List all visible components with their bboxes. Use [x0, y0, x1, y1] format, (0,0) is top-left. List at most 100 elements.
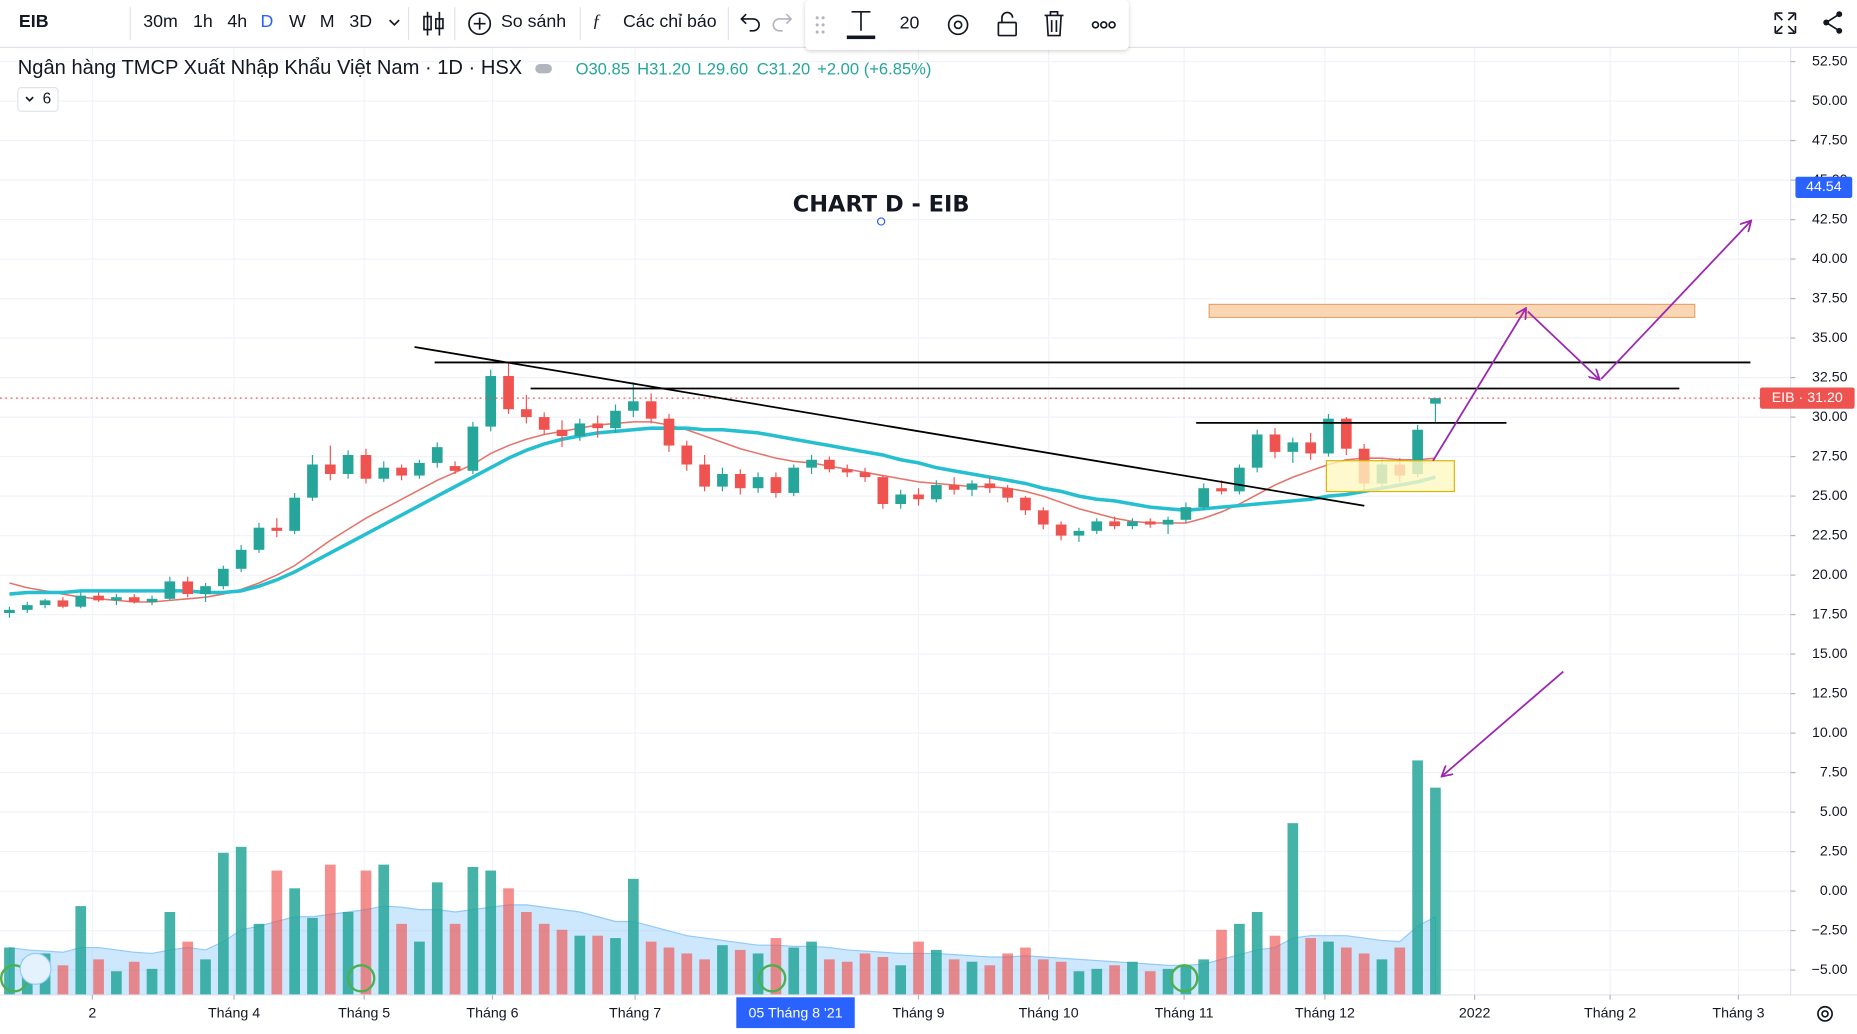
volume-bar: [1323, 941, 1334, 995]
drag-handle[interactable]: [815, 16, 825, 34]
logo-badge[interactable]: [19, 952, 52, 985]
volume-bar: [1162, 968, 1174, 995]
compare-button[interactable]: [468, 12, 492, 36]
candle-body: [449, 466, 461, 471]
symbol-name: Ngân hàng TMCP Xuất Nhập Khẩu Việt Nam ·…: [18, 57, 522, 79]
x-tick-label: Tháng 4: [208, 1006, 260, 1022]
compare-label[interactable]: So sánh: [501, 11, 566, 31]
candle-body: [930, 485, 942, 500]
y-tick-label: 20.00: [1812, 567, 1848, 583]
candle-body: [859, 472, 871, 478]
event-marker[interactable]: [757, 964, 787, 993]
candle-body: [111, 597, 122, 601]
delete-button[interactable]: [1044, 11, 1064, 37]
redo-button[interactable]: [772, 13, 793, 32]
visibility-toggle[interactable]: [535, 63, 552, 74]
chart-title[interactable]: CHART D - EIB: [793, 191, 970, 217]
candle-body: [396, 467, 407, 476]
y-tick-label: 40.00: [1812, 251, 1848, 267]
settings-button[interactable]: [1817, 1005, 1833, 1022]
volume-bar: [877, 957, 889, 995]
volume-bar: [128, 961, 140, 995]
base-zone[interactable]: [1325, 460, 1455, 493]
indicator-count: 6: [43, 91, 52, 108]
time-axis: [0, 994, 1857, 1034]
arrow[interactable]: [1527, 310, 1599, 380]
indicators-label[interactable]: Các chỉ báo: [623, 11, 717, 31]
resistance-zone[interactable]: [1208, 303, 1696, 319]
volume-bar: [1376, 959, 1388, 995]
candle-body: [271, 527, 283, 531]
chart-type-button[interactable]: [423, 11, 444, 36]
interval[interactable]: 3D: [349, 11, 372, 31]
indicators-icon[interactable]: ƒ: [592, 11, 601, 31]
volume-bar: [1109, 965, 1120, 995]
x-tick-label: Tháng 5: [338, 1006, 390, 1022]
y-tick-label: 10.00: [1812, 725, 1848, 741]
anchor-handle[interactable]: [876, 217, 886, 226]
interval[interactable]: M: [320, 11, 335, 31]
symbol-search[interactable]: EIB: [19, 11, 49, 31]
candle-body: [1037, 510, 1049, 525]
interval[interactable]: 1h: [193, 11, 213, 31]
ohlc-open: O30.85: [576, 59, 630, 78]
candle-body: [1323, 418, 1334, 454]
trendline[interactable]: [414, 346, 1365, 507]
interval-active[interactable]: D: [261, 11, 274, 31]
volume-bar: [788, 947, 800, 995]
volume-bar: [663, 947, 675, 995]
volume-bar: [592, 935, 604, 995]
candle-body: [75, 595, 87, 607]
candle-body: [1198, 488, 1210, 508]
candle-body: [717, 473, 728, 487]
candle-body: [627, 401, 639, 411]
legend: Ngân hàng TMCP Xuất Nhập Khẩu Việt Nam ·…: [17, 57, 931, 112]
undo-button[interactable]: [740, 13, 760, 32]
event-marker[interactable]: [347, 964, 376, 993]
volume-bar: [485, 870, 497, 995]
candle-body: [734, 473, 746, 489]
candle-body: [324, 464, 336, 474]
event-marker[interactable]: [1170, 964, 1199, 993]
volume-bar: [699, 959, 710, 995]
indicator-toggle[interactable]: [17, 87, 59, 112]
volume-bar: [57, 965, 69, 995]
volume-bar: [396, 923, 407, 995]
candle-body: [21, 605, 33, 610]
interval[interactable]: W: [289, 11, 306, 31]
share-button[interactable]: [1823, 11, 1843, 34]
lock-button[interactable]: [997, 11, 1017, 37]
volume-bar: [1305, 938, 1317, 995]
volume-bar: [307, 917, 318, 995]
fullscreen-button[interactable]: [1774, 12, 1797, 34]
volume-bar: [627, 878, 639, 995]
arrow[interactable]: [1432, 309, 1525, 462]
candle-body: [1073, 530, 1085, 536]
volume-bar: [1144, 971, 1156, 995]
volume-bar: [1430, 787, 1441, 995]
volume-bar: [538, 923, 550, 995]
candle-body: [1002, 488, 1013, 498]
settings-button[interactable]: [947, 14, 969, 36]
ohlc-high: H31.20: [637, 59, 690, 78]
volume-bar: [1073, 971, 1085, 995]
y-tick-label: 35.00: [1812, 330, 1848, 346]
candle-body: [57, 600, 69, 607]
drawing-price-label: 44.54: [1806, 179, 1842, 195]
interval[interactable]: 30m: [143, 11, 178, 31]
font-size-button[interactable]: 20: [900, 12, 920, 32]
volume-bar: [164, 912, 176, 995]
candle-body: [164, 581, 176, 599]
candle-body: [1430, 398, 1441, 404]
x-tick-label: Tháng 9: [892, 1006, 944, 1022]
volume-bar: [1234, 923, 1245, 995]
arrow[interactable]: [1600, 221, 1750, 380]
arrow[interactable]: [1442, 670, 1564, 776]
more-button[interactable]: [1091, 21, 1116, 29]
candle-body: [182, 581, 194, 595]
x-tick-label: Tháng 3: [1712, 1006, 1764, 1022]
candle-body: [538, 417, 550, 430]
text-color-button[interactable]: [846, 11, 876, 40]
interval-menu[interactable]: [389, 19, 400, 27]
interval[interactable]: 4h: [227, 11, 247, 31]
